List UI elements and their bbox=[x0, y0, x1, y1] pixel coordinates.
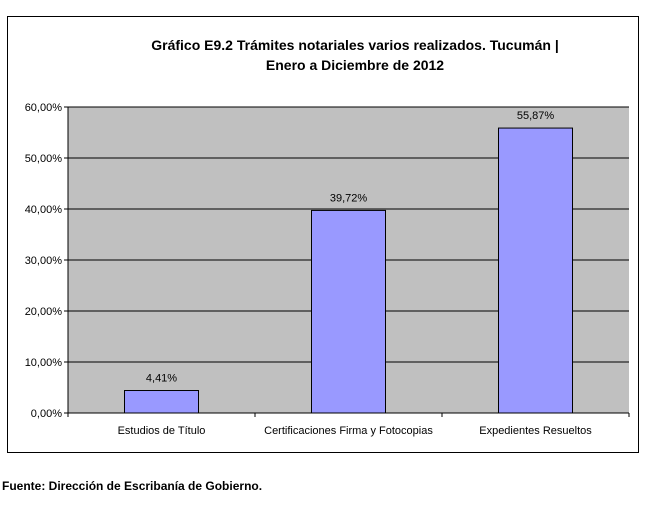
source-note: Fuente: Dirección de Escribanía de Gobie… bbox=[2, 479, 263, 493]
chart-title: Gráfico E9.2 Trámites notariales varios … bbox=[151, 37, 558, 73]
bars bbox=[124, 127, 573, 414]
y-tick-label-0: 0,00% bbox=[31, 408, 62, 420]
y-tick-label-4: 40,00% bbox=[25, 204, 63, 216]
bar-1 bbox=[124, 390, 199, 414]
chart-title-line-2: Enero a Diciembre de 2012 bbox=[266, 57, 444, 73]
data-labels: 4,41% 39,72% 55,87% bbox=[146, 110, 554, 384]
bar-chart: Gráfico E9.2 Trámites notariales varios … bbox=[25, 37, 630, 437]
bar-3 bbox=[498, 127, 573, 414]
data-label-2: 39,72% bbox=[330, 192, 368, 204]
data-label-1: 4,41% bbox=[146, 373, 177, 385]
axes bbox=[67, 107, 630, 417]
chart-frame: Gráfico E9.2 Trámites notariales varios … bbox=[7, 16, 639, 453]
y-tick-label-3: 30,00% bbox=[25, 255, 63, 267]
y-tick-label-1: 10,00% bbox=[25, 357, 63, 369]
y-tick-label-5: 50,00% bbox=[25, 153, 63, 165]
y-tick-label-2: 20,00% bbox=[25, 306, 63, 318]
data-label-3: 55,87% bbox=[517, 110, 555, 122]
x-tick-label-2: Certificaciones Firma y Fotocopias bbox=[264, 425, 433, 437]
x-tick-label-1: Estudios de Título bbox=[118, 425, 206, 437]
y-tick-label-6: 60,00% bbox=[25, 102, 63, 114]
y-axis-tick-labels: 0,00% 10,00% 20,00% 30,00% 40,00% 50,00% 60,00… bbox=[25, 102, 63, 420]
chart-title-line-1: Gráfico E9.2 Trámites notariales varios … bbox=[151, 37, 558, 53]
x-tick-label-3: Expedientes Resueltos bbox=[479, 425, 592, 437]
x-axis-tick-labels: Estudios de Título Certificaciones Firma … bbox=[118, 425, 593, 437]
bar-2 bbox=[311, 209, 386, 414]
